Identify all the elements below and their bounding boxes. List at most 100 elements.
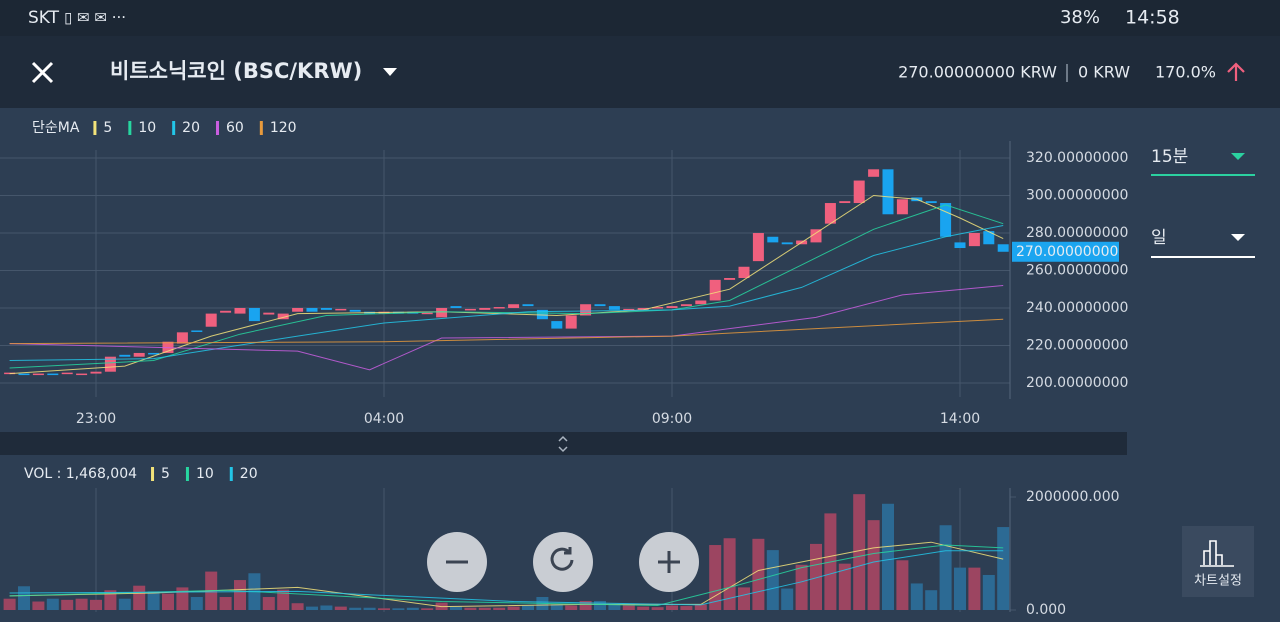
market-title[interactable]: 비트소닉코인 (BSC/KRW) — [110, 59, 362, 83]
legend-title: 단순MA — [32, 120, 80, 136]
candle — [205, 313, 217, 327]
y-tick-label: 300.00000000 — [1026, 188, 1128, 204]
candle — [493, 307, 505, 309]
candle — [90, 371, 102, 374]
volume-bar — [493, 607, 506, 610]
settings-button[interactable] — [1182, 526, 1254, 597]
candle — [724, 277, 736, 280]
candle — [594, 304, 606, 307]
volume-bar — [392, 608, 405, 610]
ma-line — [9, 550, 1004, 606]
volume-bar — [925, 590, 938, 610]
volume-bar — [723, 538, 736, 610]
x-tick-label: 14:00 — [940, 411, 980, 427]
candle — [479, 307, 491, 310]
volume-bar — [378, 608, 390, 610]
volume-bar — [478, 607, 491, 610]
volume-bar — [565, 605, 578, 610]
change-arrow — [1227, 62, 1245, 81]
volume-bar — [421, 608, 434, 610]
volume-bar — [90, 599, 102, 610]
candle — [896, 199, 908, 215]
candle — [940, 203, 952, 237]
legend-label: 10 — [138, 120, 156, 136]
interval-dropdown[interactable] — [1231, 153, 1245, 160]
volume-bar — [334, 606, 347, 610]
settings-label[interactable]: 차트설정 — [1194, 574, 1242, 589]
price-tag-bg — [1012, 241, 1119, 262]
volume-bar — [162, 593, 174, 610]
candle — [983, 231, 995, 245]
volume-bar — [277, 589, 290, 610]
volume-bar — [550, 604, 563, 610]
volume-bar — [507, 606, 520, 610]
candle — [464, 308, 476, 311]
y-tick-label: 280.00000000 — [1026, 225, 1128, 241]
volume-bar — [406, 607, 419, 610]
candle — [18, 373, 30, 376]
candle — [522, 304, 534, 307]
legend-title: VOL : 1,468,004 — [24, 466, 137, 482]
x-tick-label: 09:00 — [652, 411, 692, 427]
volume-bar — [190, 597, 203, 610]
y-tick-label: 0.000 — [1026, 602, 1066, 618]
legend-label: 60 — [226, 120, 244, 136]
legend-swatch — [93, 121, 97, 135]
volume-bar — [680, 606, 693, 610]
candle — [306, 307, 318, 312]
candle — [349, 309, 361, 312]
status-icons: ▯ ✉ ✉ ··· — [64, 9, 126, 27]
close-button[interactable] — [31, 61, 54, 84]
y-tick-label: 2000000.000 — [1026, 489, 1120, 505]
candle — [882, 169, 894, 215]
reset-button[interactable] — [533, 532, 593, 592]
volume-bar — [450, 606, 462, 610]
legend-swatch — [229, 467, 233, 481]
carrier: SKT — [28, 8, 60, 28]
candle — [148, 352, 160, 355]
legend-swatch — [216, 121, 219, 135]
y-tick-label: 200.00000000 — [1026, 375, 1128, 391]
volume-bar — [118, 598, 131, 610]
status-bar — [0, 0, 1280, 36]
period-dropdown[interactable] — [1231, 234, 1245, 241]
candle — [32, 373, 44, 376]
chart-background — [0, 108, 1280, 622]
candle — [335, 308, 347, 311]
candle — [263, 312, 275, 315]
volume-bar — [61, 599, 74, 610]
candle — [868, 169, 880, 177]
candle — [234, 307, 246, 314]
volume-bar — [363, 607, 376, 610]
legend-label: 5 — [161, 466, 170, 482]
legend-label: 5 — [103, 120, 112, 136]
legend-swatch — [172, 121, 176, 135]
candle — [968, 233, 980, 247]
volume-bar — [867, 520, 880, 610]
y-tick-label: 240.00000000 — [1026, 300, 1128, 316]
volume-bar — [666, 605, 678, 610]
candle — [767, 236, 779, 243]
price-tag: 270.00000000 — [1016, 244, 1118, 260]
candle — [133, 352, 145, 357]
candle — [695, 300, 707, 305]
volume-bar — [234, 580, 246, 610]
candle — [608, 306, 620, 310]
header-change: 170.0% — [1155, 63, 1216, 82]
interval-select[interactable]: 15분 — [1151, 147, 1188, 167]
ma-line — [9, 204, 1004, 369]
candle — [738, 266, 750, 278]
volume-bar — [349, 607, 362, 610]
volume-bar — [291, 603, 304, 610]
divider-handle[interactable] — [558, 435, 568, 453]
legend-swatch — [259, 121, 263, 135]
volume-bar — [838, 563, 851, 610]
volume-bar — [968, 567, 981, 610]
market-dropdown[interactable] — [383, 68, 397, 76]
volume-bar — [622, 604, 635, 610]
ma-line — [9, 225, 1004, 361]
period-select[interactable]: 일 — [1151, 228, 1167, 248]
candle — [508, 304, 520, 308]
candle — [652, 307, 664, 309]
